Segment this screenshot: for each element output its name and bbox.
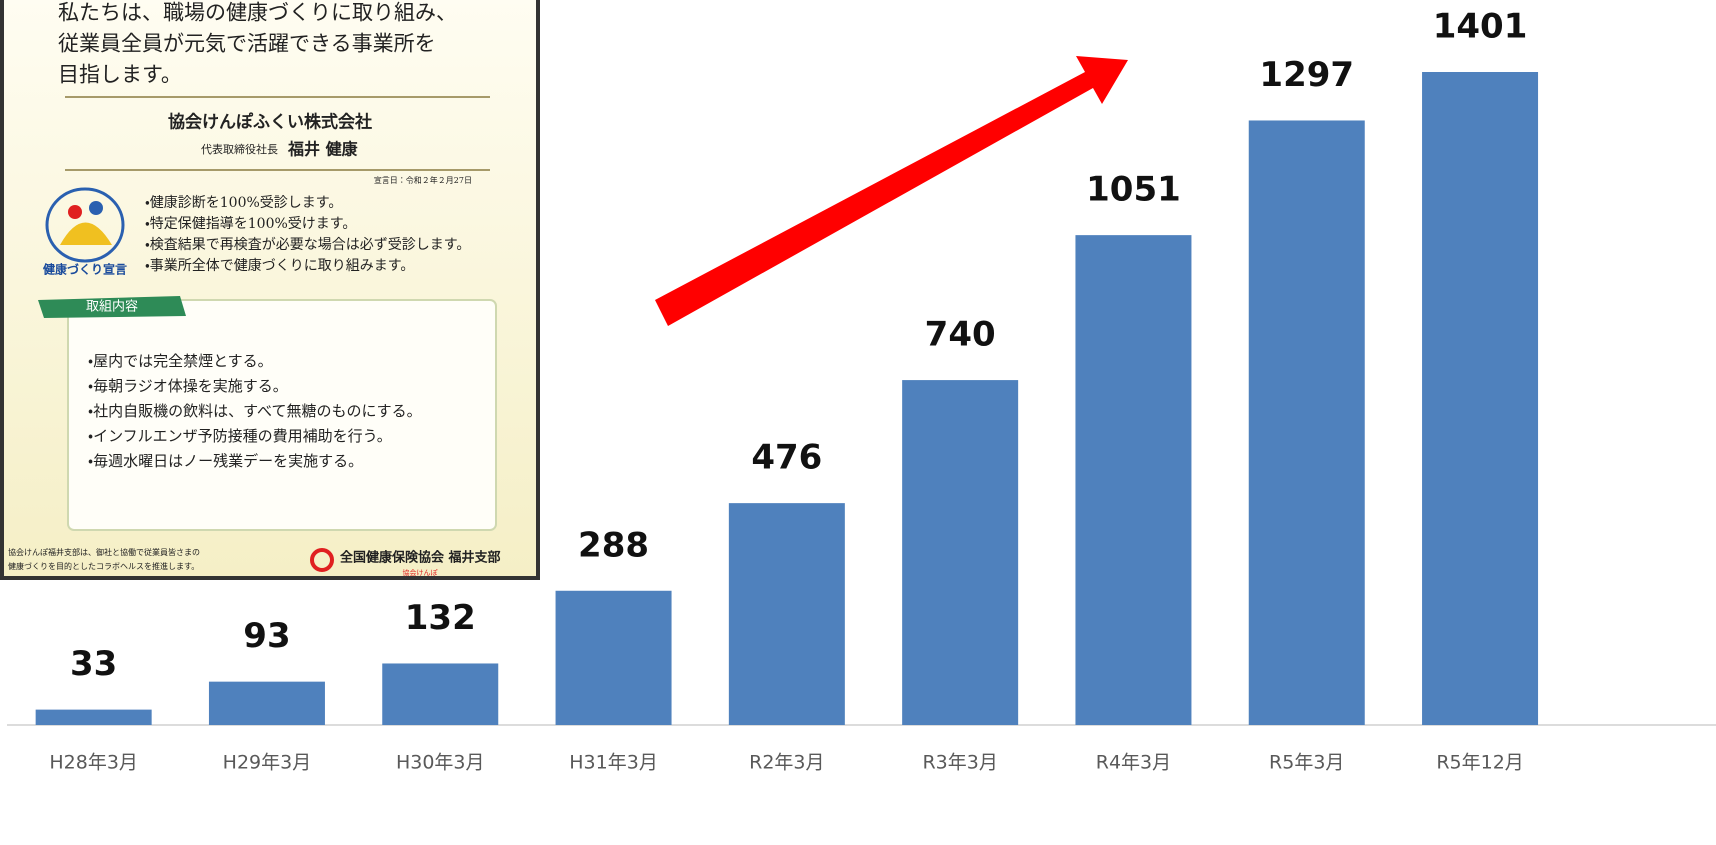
bar: [729, 503, 845, 725]
value-label: 93: [243, 616, 290, 656]
commitment: ・事業所全体で健康づくりに取り組みます。: [145, 257, 414, 274]
action-item: ・毎朝ラジオ体操を実施する。: [88, 377, 288, 395]
x-tick-label: H28年3月: [49, 752, 138, 774]
organization: 全国健康保険協会 福井支部: [340, 550, 501, 566]
footer-note: 協会けんぽ福井支部は、御社と協働で従業員皆さまの: [8, 547, 200, 557]
bar: [902, 380, 1018, 725]
value-label: 476: [751, 438, 822, 478]
bar: [556, 591, 672, 725]
value-label: 1297: [1259, 55, 1354, 95]
bar: [1422, 72, 1538, 725]
value-label: 132: [405, 598, 476, 638]
pledge-line: 私たちは、職場の健康づくりに取り組み、: [58, 1, 457, 25]
bar: [36, 710, 152, 725]
action-item: ・毎週水曜日はノー残業デーを実施する。: [88, 452, 363, 470]
page: {"chart_data": {"type": "bar", "categori…: [0, 0, 1716, 845]
value-label: 288: [578, 525, 649, 565]
organization-short: 協会けんぽ: [403, 568, 438, 577]
logo-figure: [89, 201, 103, 215]
logo-figure: [68, 205, 82, 219]
pledge-line: 従業員全員が元気で活躍できる事業所を: [58, 32, 436, 56]
company: 協会けんぽふくい株式会社: [168, 112, 372, 133]
x-tick-label: R5年3月: [1269, 752, 1344, 774]
x-tick-label: H30年3月: [396, 752, 485, 774]
value-label: 1401: [1433, 7, 1528, 47]
x-tick-label: R2年3月: [749, 752, 824, 774]
bar: [382, 663, 498, 725]
logo-label: 健康づくり宣言: [42, 262, 127, 277]
x-tick-label: H31年3月: [569, 752, 658, 774]
action-item: ・屋内では完全禁煙とする。: [88, 352, 273, 370]
value-label: 33: [70, 644, 117, 684]
x-tick-label: R4年3月: [1096, 752, 1171, 774]
value-label: 1051: [1086, 170, 1181, 210]
date: 宣言日：令和２年２月27日: [374, 175, 472, 185]
rep-name: 福井 健康: [287, 140, 358, 159]
footer-note: 健康づくりを目的としたコラボヘルスを推進します。: [8, 561, 199, 571]
bar: [1075, 235, 1191, 725]
commitment: ・特定保健指導を100%受けます。: [145, 216, 356, 232]
commitment: ・健康診断を100%受診します。: [145, 194, 342, 211]
x-tick-label: R3年3月: [922, 752, 997, 774]
bar: [1249, 120, 1365, 725]
action-item: ・社内自販機の飲料は、すべて無糖のものにする。: [88, 402, 422, 420]
rep-title: 代表取締役社長: [201, 142, 278, 156]
commitment: ・検査結果で再検査が必要な場合は必ず受診します。: [145, 237, 470, 253]
bar: [209, 682, 325, 725]
value-label: 740: [925, 315, 996, 355]
actions-heading: 取組内容: [86, 299, 138, 315]
action-item: ・インフルエンザ予防接種の費用補助を行う。: [88, 427, 392, 445]
trend-arrow: [655, 56, 1128, 326]
x-tick-label: H29年3月: [223, 752, 312, 774]
x-tick-label: R5年12月: [1436, 752, 1523, 774]
chart: H28年3月 33 H29年3月 93 H30年3月 132 H31年3月 288 R2年3月 4…: [0, 0, 1716, 845]
declaration-card: 協会けんぽふくい株式会社 代表取締役社長 福井 健康 宣言日：令和２年２月27日…: [2, 0, 538, 578]
pledge-line: 目指します。: [58, 63, 182, 87]
